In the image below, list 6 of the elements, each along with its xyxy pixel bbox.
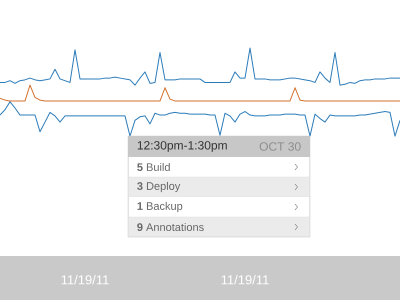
text: 9 Annotations [137,222,204,232]
text: 12:30pm-1:30pm [138,141,227,152]
text: OCT 30 [260,142,301,151]
text: 1 Backup [138,202,182,212]
text: 5 Build [137,162,170,172]
text: 3 Deploy [137,182,180,192]
